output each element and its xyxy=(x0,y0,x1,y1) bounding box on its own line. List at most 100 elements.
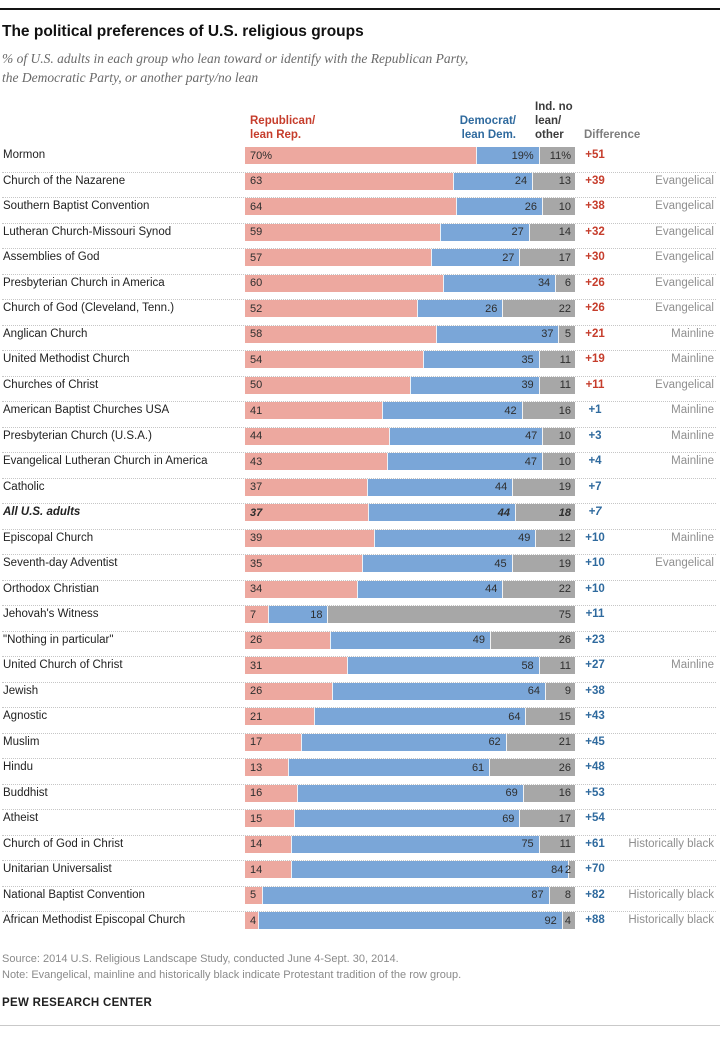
difference-value: +88 xyxy=(585,914,605,926)
republican-segment: 17 xyxy=(245,733,302,751)
row-label: Church of the Nazarene xyxy=(3,174,126,187)
row-label: National Baptist Convention xyxy=(3,888,145,901)
republican-value: 64 xyxy=(250,200,263,213)
democrat-value: 64 xyxy=(527,685,540,697)
stacked-bar: 26 49 26 xyxy=(245,631,575,649)
stacked-bar: 5 87 8 xyxy=(245,886,575,904)
democrat-value: 27 xyxy=(502,251,515,264)
independent-segment: 11% xyxy=(538,147,575,164)
independent-value: 4 xyxy=(564,914,571,927)
difference-value: +10 xyxy=(585,557,605,569)
democrat-value: 39 xyxy=(521,379,534,391)
republican-value: 39 xyxy=(250,532,263,544)
row-label: Hindu xyxy=(3,761,34,773)
difference-value: +70 xyxy=(585,863,605,875)
tradition-label: Evangelical xyxy=(655,557,714,569)
democrat-value: 27 xyxy=(511,226,524,238)
republican-segment: 15 xyxy=(245,810,294,827)
chart-row: Jehovah's Witness 7 18 75 +11 xyxy=(2,606,716,632)
chart-row: Episcopal Church 39 49 12 +10 Mainline xyxy=(2,529,716,555)
stacked-bar: 63 24 13 xyxy=(245,172,575,190)
difference-value: +3 xyxy=(588,429,602,442)
democrat-segment: 69 xyxy=(297,784,523,802)
democrat-segment: 27 xyxy=(439,223,529,241)
row-label: African Methodist Episcopal Church xyxy=(3,914,186,926)
independent-segment: 17 xyxy=(519,249,575,266)
republican-segment: 4 xyxy=(245,912,259,929)
stacked-bar: 16 69 16 xyxy=(245,784,575,802)
republican-segment: 50 xyxy=(245,376,410,394)
chart-rows: Mormon 70% 19% 11% +51 Church of the Naz… xyxy=(2,147,716,938)
republican-segment: 41 xyxy=(245,402,382,419)
independent-value: 22 xyxy=(558,302,571,315)
stacked-bar: 35 45 19 xyxy=(245,555,575,572)
chart-row: American Baptist Churches USA 41 42 16 +… xyxy=(2,402,716,428)
row-label: Unitarian Universalist xyxy=(3,863,112,875)
republican-segment: 37 xyxy=(245,478,368,496)
democrat-segment: 37 xyxy=(436,325,559,343)
democrat-segment: 34 xyxy=(443,274,556,292)
tradition-label: Evangelical xyxy=(655,225,714,238)
republican-value: 54 xyxy=(250,353,263,366)
row-label: All U.S. adults xyxy=(3,506,81,518)
difference-value: +7 xyxy=(588,480,602,493)
republican-value: 35 xyxy=(250,557,263,570)
difference-value: +51 xyxy=(585,149,605,161)
row-label: American Baptist Churches USA xyxy=(3,404,170,416)
chart-row: Church of the Nazarene 63 24 13 +39 Evan… xyxy=(2,172,716,198)
independent-segment: 6 xyxy=(555,274,575,292)
stacked-bar: 7 18 75 xyxy=(245,606,575,623)
row-label: Buddhist xyxy=(3,786,48,799)
chart-row: Assemblies of God 57 27 17 +30 Evangelic… xyxy=(2,249,716,275)
tradition-label: Mainline xyxy=(671,327,714,340)
republican-segment: 52 xyxy=(245,300,417,317)
democrat-value: 75 xyxy=(521,838,534,850)
tradition-label: Mainline xyxy=(671,353,714,365)
republican-value: 13 xyxy=(250,761,263,774)
chart-footer: Source: 2014 U.S. Religious Landscape St… xyxy=(2,951,716,1011)
independent-segment: 12 xyxy=(535,529,575,547)
republican-value: 52 xyxy=(250,302,263,315)
tradition-label: Evangelical xyxy=(655,378,714,391)
tradition-label: Historically black xyxy=(628,914,714,926)
independent-value: 2 xyxy=(564,863,571,876)
democrat-segment: 27 xyxy=(431,249,520,266)
stacked-bar: 13 61 26 xyxy=(245,759,575,776)
chart-row: United Methodist Church 54 35 11 +19 Mai… xyxy=(2,351,716,377)
difference-value: +11 xyxy=(585,608,605,620)
democrat-segment: 84 xyxy=(291,861,569,878)
democrat-segment: 26 xyxy=(416,300,503,317)
tradition-label: Mainline xyxy=(671,659,714,671)
row-label: Agnostic xyxy=(3,710,48,722)
democrat-segment: 47 xyxy=(388,427,543,445)
col-header-difference: Difference xyxy=(584,129,641,141)
republican-value: 57 xyxy=(250,251,263,264)
brand-label: PEW RESEARCH CENTER xyxy=(2,996,153,1009)
row-label: "Nothing in particular" xyxy=(3,633,114,646)
republican-value: 14 xyxy=(250,838,263,850)
republican-value: 15 xyxy=(250,812,263,825)
tradition-label: Evangelical xyxy=(655,174,714,187)
difference-value: +38 xyxy=(585,684,605,697)
republican-segment: 26 xyxy=(245,631,330,649)
difference-value: +10 xyxy=(585,531,605,544)
republican-value: 14 xyxy=(250,863,263,876)
independent-segment: 11 xyxy=(538,351,575,368)
stacked-bar: 59 27 14 xyxy=(245,223,575,241)
tradition-label: Mainline xyxy=(671,531,714,544)
chart-row: Orthodox Christian 34 44 22 +10 xyxy=(2,580,716,606)
row-label: Muslim xyxy=(3,735,40,748)
independent-value: 75 xyxy=(558,608,571,621)
difference-value: +26 xyxy=(585,302,605,314)
stacked-bar: 14 75 11 xyxy=(245,835,575,853)
row-label: Catholic xyxy=(3,480,45,493)
stacked-bar: 39 49 12 xyxy=(245,529,575,547)
republican-segment: 14 xyxy=(245,835,292,853)
democrat-value: 69 xyxy=(502,812,515,825)
democrat-value: 62 xyxy=(488,736,501,748)
independent-segment: 22 xyxy=(502,580,575,598)
chart-row: Jewish 26 64 9 +38 xyxy=(2,682,716,708)
independent-value: 6 xyxy=(564,277,571,289)
chart-row: Southern Baptist Convention 64 26 10 +38… xyxy=(2,198,716,224)
democrat-value: 61 xyxy=(471,761,485,774)
